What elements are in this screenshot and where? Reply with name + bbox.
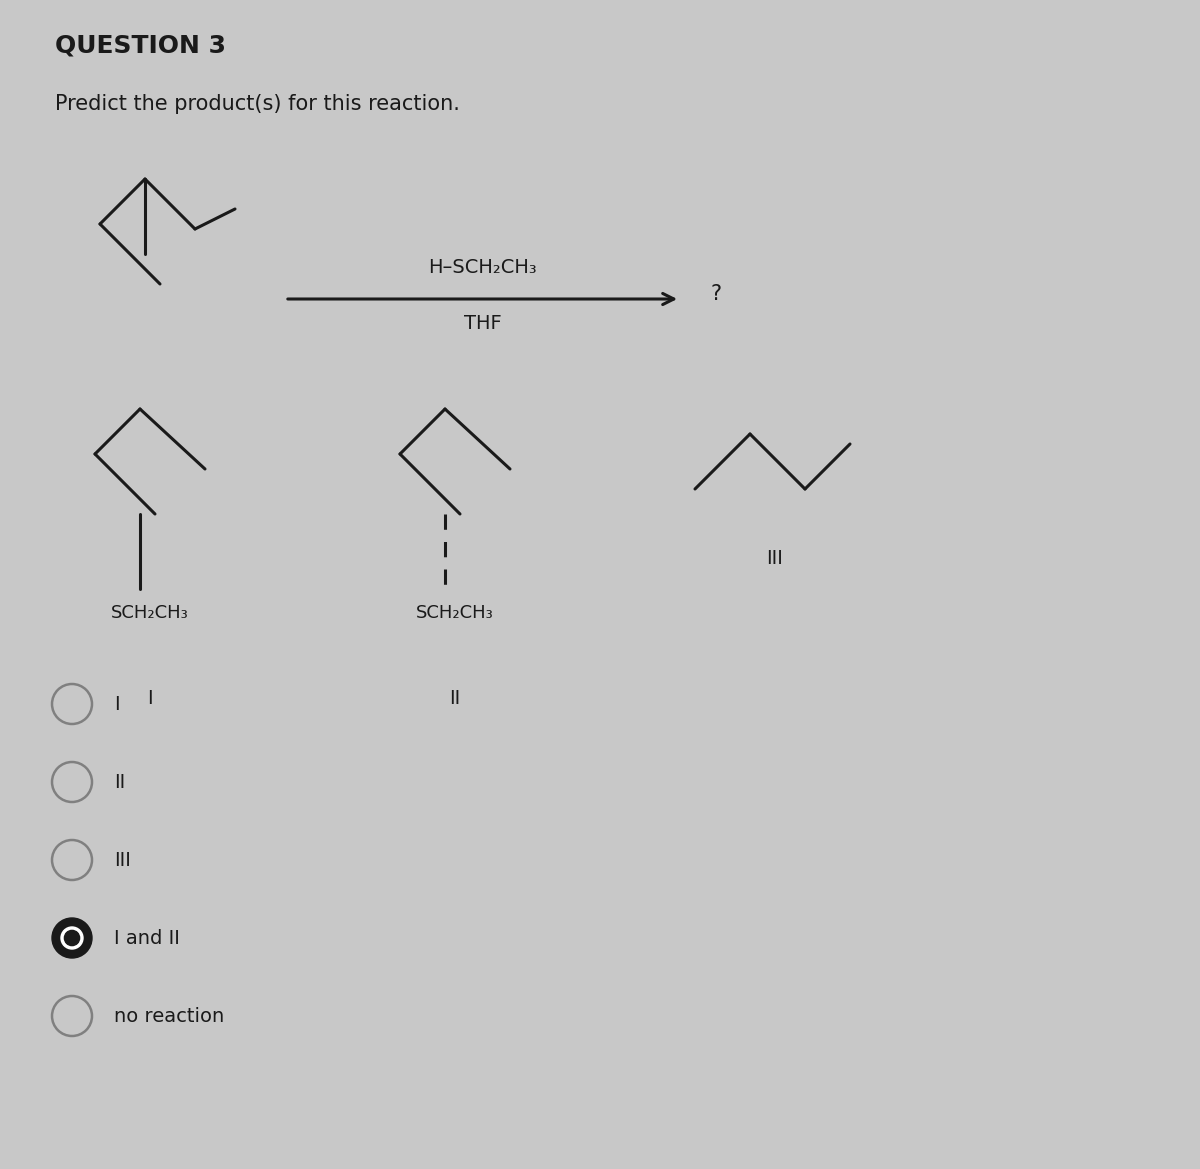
Text: SCH₂CH₃: SCH₂CH₃ bbox=[416, 604, 494, 622]
Text: Predict the product(s) for this reaction.: Predict the product(s) for this reaction… bbox=[55, 94, 460, 115]
Text: SCH₂CH₃: SCH₂CH₃ bbox=[112, 604, 188, 622]
Text: II: II bbox=[114, 773, 125, 791]
Text: I: I bbox=[148, 689, 152, 708]
Text: QUESTION 3: QUESTION 3 bbox=[55, 34, 226, 58]
Circle shape bbox=[52, 918, 92, 959]
Text: H–SCH₂CH₃: H–SCH₂CH₃ bbox=[428, 258, 536, 277]
Text: THF: THF bbox=[463, 314, 502, 333]
Text: II: II bbox=[449, 689, 461, 708]
Text: I: I bbox=[114, 694, 120, 713]
Circle shape bbox=[61, 927, 83, 949]
Circle shape bbox=[65, 931, 79, 946]
Text: no reaction: no reaction bbox=[114, 1007, 224, 1025]
Text: ?: ? bbox=[710, 284, 721, 304]
Text: I and II: I and II bbox=[114, 928, 180, 948]
Text: III: III bbox=[767, 549, 784, 568]
Text: III: III bbox=[114, 851, 131, 870]
